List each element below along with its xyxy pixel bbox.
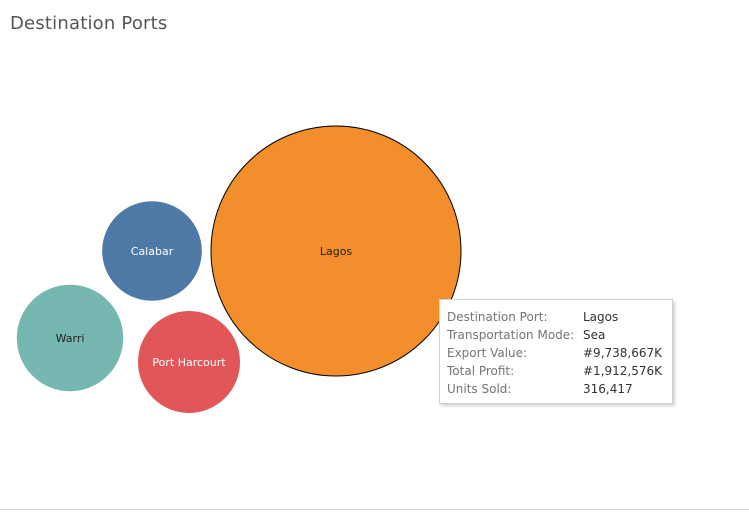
bottom-divider: [0, 509, 749, 510]
tooltip-key: Total Profit:: [447, 364, 515, 378]
tooltip-row-total-profit: Total Profit: #1,912,576K: [447, 362, 672, 380]
bubble-label-warri: Warri: [56, 332, 85, 345]
bubble-label-lagos: Lagos: [320, 245, 353, 258]
tooltip-value: #1,912,576K: [583, 364, 662, 378]
tooltip-row-destination-port: Destination Port: Lagos: [447, 308, 672, 326]
tooltip-value: Sea: [583, 328, 606, 342]
tooltip-value: 316,417: [583, 382, 633, 396]
tooltip-key: Units Sold:: [447, 382, 512, 396]
tooltip-key: Export Value:: [447, 346, 528, 360]
bubble-lagos[interactable]: [210, 125, 462, 377]
bubble-label-calabar: Calabar: [131, 245, 174, 258]
tooltip-value: #9,738,667K: [583, 346, 662, 360]
bubble-port-harcourt[interactable]: [137, 310, 241, 414]
tooltip: Destination Port: Lagos Transportation M…: [439, 299, 673, 404]
tooltip-row-transportation-mode: Transportation Mode: Sea: [447, 326, 672, 344]
tooltip-row-units-sold: Units Sold: 316,417: [447, 380, 672, 398]
bubble-label-port-harcourt: Port Harcourt: [152, 356, 226, 369]
bubble-calabar[interactable]: [101, 200, 203, 302]
chart-title: Destination Ports: [10, 13, 168, 34]
bubble-warri[interactable]: [15, 283, 125, 393]
tooltip-value: Lagos: [583, 310, 619, 324]
tooltip-key: Transportation Mode:: [447, 328, 575, 342]
tooltip-row-export-value: Export Value: #9,738,667K: [447, 344, 672, 362]
tooltip-key: Destination Port:: [447, 310, 548, 324]
